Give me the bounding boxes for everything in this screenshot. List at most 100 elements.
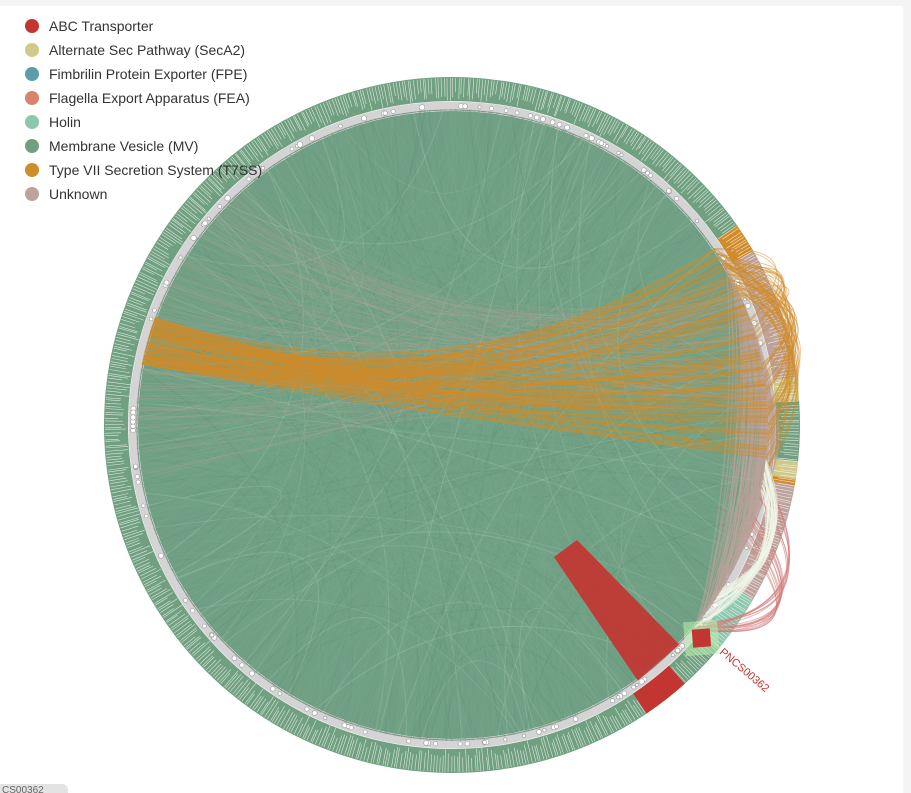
chord-link [141, 363, 726, 585]
ring-tick [340, 735, 348, 754]
chord-link [391, 109, 457, 245]
legend-item-holin[interactable]: Holin [22, 110, 262, 134]
chord-link [149, 308, 747, 355]
chord-link [139, 375, 694, 630]
chord-link [615, 438, 768, 501]
chord-link [180, 109, 444, 268]
legend-item-seca2[interactable]: Alternate Sec Pathway (SecA2) [22, 38, 262, 62]
chord-link [151, 324, 766, 394]
chord-link [181, 118, 531, 289]
chord-link [143, 287, 738, 375]
chord-link [606, 382, 766, 700]
chord-link [155, 516, 644, 678]
chord-link [591, 163, 666, 659]
chord-link [204, 227, 765, 382]
ring-tick [408, 752, 412, 770]
chord-link [389, 114, 683, 643]
chord-link [500, 114, 766, 469]
ring-dot [361, 115, 368, 122]
ring-tick [216, 669, 228, 681]
chord-link [150, 299, 743, 367]
chord-link [235, 194, 760, 355]
chord-link [142, 361, 561, 723]
chord-link [157, 523, 578, 716]
chord-link [137, 118, 380, 392]
chord-link [487, 110, 768, 409]
chord-link [137, 299, 743, 397]
ring-tick [409, 80, 413, 102]
chord-link [143, 356, 519, 735]
ring-tick [142, 268, 155, 275]
ring-tick [573, 102, 581, 118]
chord-link [510, 115, 728, 581]
chord-link [223, 434, 768, 644]
ring-tick [566, 734, 574, 751]
chord-link [140, 109, 461, 381]
chord-link [406, 155, 618, 738]
ring-tick [630, 131, 638, 143]
chord-link [628, 403, 768, 635]
ring-tick [357, 90, 364, 111]
ring-tick [224, 670, 239, 688]
legend: ABC Transporter Alternate Sec Pathway (S… [22, 14, 262, 206]
chord-link [323, 136, 406, 736]
chord-link [136, 180, 653, 440]
ring-tick [779, 474, 796, 478]
footer-tab[interactable]: CS00362 [0, 784, 68, 793]
ring-tick [328, 100, 335, 115]
ring-dot [554, 723, 559, 729]
ring-tick [506, 82, 511, 103]
ring-tick [531, 745, 537, 762]
chord-link [630, 292, 758, 508]
legend-item-t7ss[interactable]: Type VII Secretion System (T7SS) [22, 158, 262, 182]
chord-link [158, 523, 588, 711]
ring-tick [560, 96, 566, 112]
chord-link [543, 123, 627, 206]
ring-tick [733, 604, 745, 612]
chord-link [235, 194, 349, 700]
legend-item-abc-transporter[interactable]: ABC Transporter [22, 14, 262, 38]
legend-item-mv[interactable]: Membrane Vesicle (MV) [22, 134, 262, 158]
chord-link [157, 308, 737, 563]
chord-link [158, 294, 741, 340]
ring-tick [468, 78, 471, 100]
chord-link [143, 354, 768, 421]
chord-link [152, 248, 715, 356]
ring-tick [208, 177, 222, 191]
chord-link [167, 108, 462, 294]
chord-link [576, 156, 647, 247]
chord-link [167, 556, 562, 722]
ring-tick [264, 132, 273, 146]
legend-label: Alternate Sec Pathway (SecA2) [49, 42, 246, 58]
chord-link [608, 162, 747, 317]
chord-link [138, 283, 735, 388]
ring-tick [132, 551, 154, 561]
chord-link [504, 355, 761, 737]
ring-tick [337, 97, 344, 116]
ring-tick [436, 755, 438, 772]
chord-link [150, 250, 716, 359]
chord-link [255, 240, 710, 673]
chord-link [217, 116, 524, 637]
chord-link [167, 287, 761, 364]
ring-tick [735, 244, 749, 253]
chord-link [225, 204, 762, 363]
chord-link [149, 318, 750, 517]
chord-link [220, 561, 372, 723]
chord-link [152, 324, 768, 448]
ring-dot [477, 105, 482, 110]
legend-item-fpe[interactable]: Fimbrilin Protein Exporter (FPE) [22, 62, 262, 86]
legend-item-fea[interactable]: Flagella Export Apparatus (FEA) [22, 86, 262, 110]
ring-tick [499, 81, 503, 100]
chord-link [148, 311, 748, 372]
chord-link [264, 217, 692, 681]
ring-tick [264, 699, 277, 718]
ring-dot [536, 729, 542, 735]
ring-tick [686, 179, 698, 191]
chord-link [249, 392, 767, 669]
ring-tick [106, 458, 123, 461]
chord-link [143, 492, 522, 734]
legend-item-unknown[interactable]: Unknown [22, 182, 262, 206]
ring-tick [427, 78, 430, 95]
